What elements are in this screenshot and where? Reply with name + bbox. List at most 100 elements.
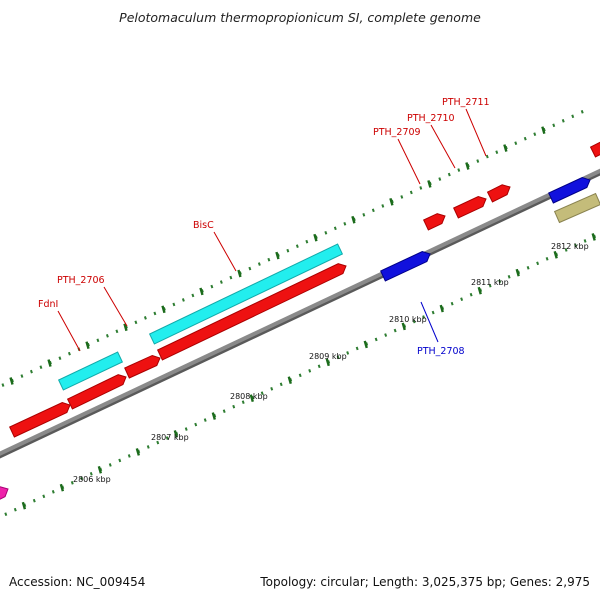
upper-major-tick xyxy=(199,287,204,296)
backbone-line xyxy=(0,168,600,456)
upper-tick-dot xyxy=(267,257,271,262)
lower-tick-dot xyxy=(545,257,549,261)
upper-major-tick xyxy=(389,198,394,206)
lower-tick-dot xyxy=(4,512,8,516)
upper-tick-dot xyxy=(485,154,489,159)
lower-tick-dot xyxy=(431,310,435,315)
gene-red-2711 xyxy=(486,184,511,203)
lower-tick-dot xyxy=(317,364,321,369)
gene-khaki xyxy=(553,192,600,224)
tick-label-2806: 2806 kbp xyxy=(73,475,111,484)
upper-tick-dot xyxy=(552,123,556,128)
lower-tick-dot xyxy=(184,427,188,431)
lower-tick-dot xyxy=(507,274,511,279)
upper-tick-dot xyxy=(571,114,575,119)
upper-tick-dot xyxy=(115,329,119,334)
upper-major-tick xyxy=(351,215,356,224)
lower-tick-dot xyxy=(583,239,587,243)
upper-tick-dot xyxy=(248,266,252,271)
lower-tick-dot xyxy=(374,337,378,342)
lower-tick-dot xyxy=(346,351,350,355)
gene-label: PTH_2706 xyxy=(57,275,105,286)
gene-magenta xyxy=(0,486,9,500)
tick-label-2809: 2809 kbp xyxy=(309,352,347,361)
upper-major-tick xyxy=(465,162,470,170)
upper-tick-dot xyxy=(438,177,442,181)
lower-tick-dot xyxy=(564,248,568,252)
upper-tick-dot xyxy=(362,213,366,217)
gene-red-1 xyxy=(9,402,71,438)
gene-red-2710 xyxy=(453,196,487,219)
callout-line-3 xyxy=(397,138,421,185)
lower-tick-dot xyxy=(574,243,578,248)
lower-tick-dot xyxy=(42,494,46,499)
lower-major-tick xyxy=(173,430,178,438)
lower-major-tick xyxy=(401,322,406,331)
upper-tick-dot xyxy=(523,136,527,141)
upper-tick-dot xyxy=(105,333,109,338)
lower-major-tick xyxy=(211,412,216,420)
upper-major-tick xyxy=(47,359,52,367)
upper-major-tick xyxy=(313,233,318,242)
upper-tick-dot xyxy=(343,221,347,226)
lower-tick-dot xyxy=(279,382,283,387)
gene-red-bisC xyxy=(156,263,347,361)
upper-tick-dot xyxy=(561,118,565,123)
tick-label-2807: 2807 kbp xyxy=(151,433,189,442)
lower-tick-dot xyxy=(194,422,198,427)
upper-tick-dot xyxy=(257,262,261,266)
upper-tick-dot xyxy=(153,311,157,316)
lower-tick-dot xyxy=(70,481,74,485)
lower-tick-dot xyxy=(241,400,245,405)
lower-tick-dot xyxy=(80,476,84,481)
tick-label-2812: 2812 kbp xyxy=(551,242,589,251)
lower-tick-dot xyxy=(384,333,388,337)
lower-tick-dot xyxy=(450,301,454,306)
lower-tick-dot xyxy=(127,454,131,458)
lower-tick-dot xyxy=(51,489,55,494)
lower-major-tick xyxy=(325,358,330,367)
lower-tick-dot xyxy=(460,297,464,301)
lower-tick-dot xyxy=(270,386,274,391)
gene-label: PTH_2710 xyxy=(407,113,455,124)
gene-cyan-bisC xyxy=(148,243,344,345)
lower-major-tick xyxy=(477,286,482,295)
lower-major-tick xyxy=(59,483,65,492)
lower-tick-dot xyxy=(526,266,530,270)
gene-blue-2708 xyxy=(380,251,431,282)
gene-label: BisC xyxy=(193,220,214,231)
upper-tick-dot xyxy=(419,186,423,190)
gene-red-2706 xyxy=(124,354,161,379)
lower-tick-dot xyxy=(146,445,150,449)
lower-tick-dot xyxy=(232,404,236,409)
accession-label: Accession: NC_009454 xyxy=(9,575,146,589)
upper-tick-dot xyxy=(143,316,147,320)
upper-tick-dot xyxy=(181,298,185,302)
lower-major-tick xyxy=(97,465,103,474)
gene-blue-right xyxy=(548,176,591,204)
lower-major-tick xyxy=(21,501,27,510)
callout-line-5 xyxy=(465,108,487,157)
callout-line-0 xyxy=(57,310,81,352)
gene-label: PTH_2708 xyxy=(417,346,465,357)
lower-tick-dot xyxy=(222,409,226,413)
upper-tick-dot xyxy=(295,244,299,249)
topology-label: Topology: circular; Length: 3,025,375 bp… xyxy=(260,575,590,589)
upper-tick-dot xyxy=(96,338,100,343)
lower-tick-dot xyxy=(308,369,312,373)
gene-label: PTH_2709 xyxy=(373,127,421,138)
upper-major-tick xyxy=(503,144,508,152)
lower-major-tick xyxy=(439,304,444,313)
upper-tick-dot xyxy=(305,239,309,244)
upper-tick-dot xyxy=(333,226,337,231)
lower-major-tick xyxy=(591,233,596,241)
gene-label: PTH_2711 xyxy=(442,97,490,108)
upper-tick-dot xyxy=(476,159,480,163)
gene-label: FdnI xyxy=(38,299,58,310)
upper-major-tick xyxy=(9,377,14,385)
lower-major-tick xyxy=(515,268,520,277)
lower-tick-dot xyxy=(165,436,169,440)
upper-tick-dot xyxy=(1,383,5,387)
lower-tick-dot xyxy=(422,315,426,319)
